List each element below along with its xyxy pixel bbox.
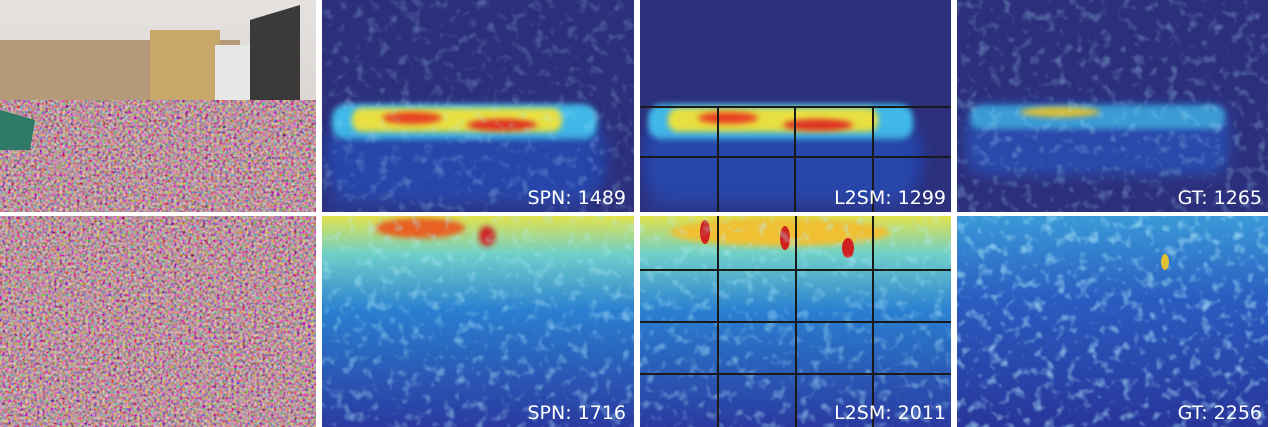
density-map — [640, 0, 951, 212]
photo — [0, 0, 316, 212]
count-label: GT: 1265 — [1178, 187, 1262, 209]
density-map — [957, 216, 1268, 427]
count-label: L2SM: 2011 — [834, 402, 946, 424]
density-map — [640, 216, 951, 427]
density-map — [322, 0, 634, 212]
count-label: SPN: 1489 — [527, 187, 626, 209]
count-label: SPN: 1716 — [527, 402, 626, 424]
count-label: L2SM: 1299 — [834, 187, 946, 209]
photo — [0, 216, 316, 427]
density-map — [957, 0, 1268, 212]
density-map — [322, 216, 634, 427]
count-label: GT: 2256 — [1178, 402, 1262, 424]
